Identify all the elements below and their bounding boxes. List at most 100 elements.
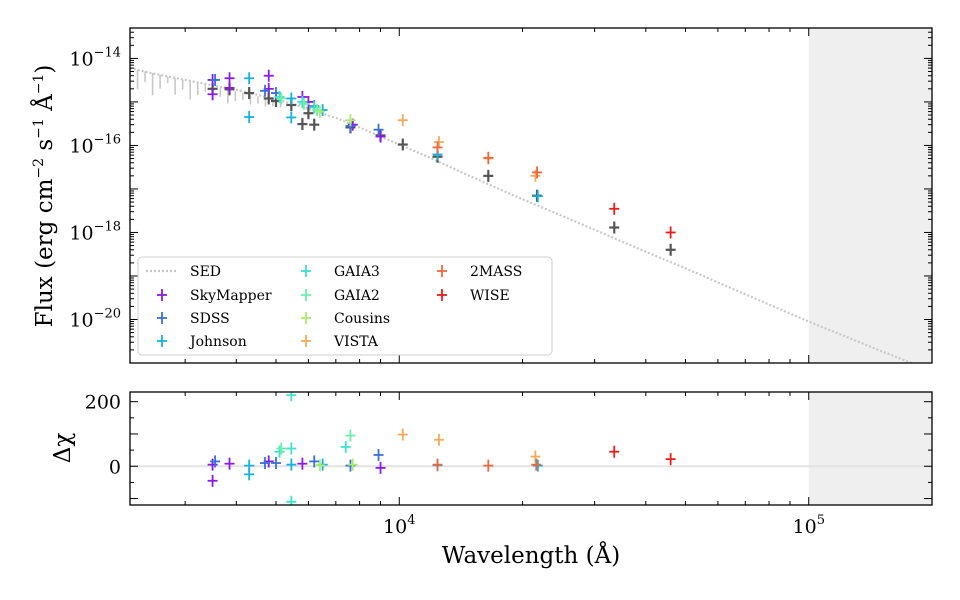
x-tick-label: 104 xyxy=(383,513,415,538)
x-tick-label: 105 xyxy=(793,513,825,538)
residual-point-sdss xyxy=(373,448,384,461)
data-point-cousins xyxy=(314,105,325,118)
residual-point-skymapper xyxy=(207,474,218,487)
residual-panel: 200 0 104 105 Δχ Wavelength (Å) xyxy=(50,391,933,569)
residual-point-wise xyxy=(665,453,676,466)
residual-tick-label: 0 xyxy=(109,456,121,478)
legend-label: GAIA3 xyxy=(334,264,380,280)
flux-axis-title: Flux (erg cm−2 s−1 Å−1) xyxy=(30,65,58,328)
residual-tick-label: 200 xyxy=(85,392,121,414)
legend-item-gaia2: GAIA2 xyxy=(301,288,380,304)
legend-marker-johnson xyxy=(157,335,167,347)
model-point xyxy=(297,118,308,131)
legend-marker-wise xyxy=(437,289,447,301)
residual-point-skymapper xyxy=(224,457,235,470)
residual-point-skymapper xyxy=(375,461,386,474)
legend-label: SkyMapper xyxy=(190,288,272,304)
legend-label: SED xyxy=(190,264,221,280)
residual-axis-ticks: 200 0 104 105 xyxy=(85,392,933,538)
residual-point-sdss xyxy=(345,459,356,472)
data-point-skymapper xyxy=(207,88,218,101)
legend-item-johnson: Johnson xyxy=(157,334,247,350)
residual-point-gaia2 xyxy=(276,442,287,455)
model-point xyxy=(665,243,676,256)
model-point xyxy=(397,138,408,151)
residual-point-2mass xyxy=(483,459,494,472)
legend-marker-2mass xyxy=(437,265,447,277)
data-point-wise xyxy=(665,226,676,239)
residual-point-skymapper xyxy=(207,458,218,471)
residual-point-sdss xyxy=(210,455,221,468)
data-point-sdss xyxy=(373,123,384,136)
residual-point-gaia3 xyxy=(340,440,351,453)
legend-item-vista: VISTA xyxy=(301,334,379,350)
data-point-gaia2 xyxy=(276,92,287,105)
y-tick-label: 10−20 xyxy=(69,306,121,331)
y-tick-label: 10−18 xyxy=(69,219,121,244)
residual-axis-title: Δχ xyxy=(50,433,76,464)
legend-marker-gaia3 xyxy=(301,265,311,277)
y-tick-label: 10−14 xyxy=(69,45,121,70)
legend-label: Johnson xyxy=(188,334,247,350)
data-point-johnson xyxy=(244,72,255,85)
data-point-vista xyxy=(397,114,408,127)
legend-item-gaia3: GAIA3 xyxy=(301,264,380,280)
legend-item-sdss: SDSS xyxy=(157,311,230,327)
model-point xyxy=(609,221,620,234)
residual-points xyxy=(207,392,676,505)
data-point-wise xyxy=(609,202,620,215)
residual-point-gaia3 xyxy=(286,442,297,455)
residual-point-vista xyxy=(397,428,408,441)
residual-point-sdss xyxy=(259,457,270,470)
residual-point-johnson xyxy=(532,459,543,472)
residual-point-johnson xyxy=(244,468,255,481)
model-point xyxy=(303,107,314,120)
photometry-points xyxy=(207,69,676,256)
sed-model-line xyxy=(130,67,915,363)
residual-point-2mass xyxy=(432,458,443,471)
residual-point-skymapper xyxy=(297,457,308,470)
residual-point-johnson xyxy=(286,458,297,471)
legend-label: WISE xyxy=(470,288,510,304)
legend-marker-skymapper xyxy=(157,289,167,301)
residual-axes-frame xyxy=(129,391,933,506)
data-point-johnson xyxy=(244,111,255,124)
legend-label: SDSS xyxy=(190,311,230,327)
y-tick-label: 10−16 xyxy=(69,132,121,157)
data-point-sdss xyxy=(210,73,221,86)
data-point-vista xyxy=(433,135,444,148)
residual-point-sdss xyxy=(270,457,281,470)
legend-label: Cousins xyxy=(334,311,390,327)
excluded-region-top xyxy=(808,28,932,363)
residual-point-gaia2 xyxy=(345,429,356,442)
legend-label: GAIA2 xyxy=(334,288,380,304)
wavelength-axis-title: Wavelength (Å) xyxy=(442,541,620,569)
legend-label: VISTA xyxy=(333,334,379,350)
legend-item-skymapper: SkyMapper xyxy=(157,288,272,304)
residual-point-wise xyxy=(609,445,620,458)
residual-point-cousins xyxy=(347,458,358,471)
flux-panel: 10−14 10−16 10−18 10−20 Flux (erg cm−2 s−1 … xyxy=(30,27,933,364)
chart-legend: SED SkyMapper SDSS Johnson GAIA3 GAIA2 Cousins… xyxy=(137,256,553,356)
residual-point-gaia3 xyxy=(286,495,297,505)
data-point-skymapper xyxy=(375,130,386,143)
data-point-sdss xyxy=(259,84,270,97)
model-point xyxy=(244,87,255,100)
residual-point-cousins xyxy=(314,459,325,472)
data-point-johnson xyxy=(532,190,543,203)
legend-item-2mass: 2MASS xyxy=(437,264,522,280)
data-point-cousins xyxy=(345,114,356,127)
legend-marker-sdss xyxy=(157,312,167,324)
model-point xyxy=(309,118,320,131)
model-point xyxy=(483,169,494,182)
residual-point-2mass xyxy=(531,458,542,471)
legend-marker-vista xyxy=(301,335,311,347)
legend-item-sed: SED xyxy=(146,264,221,280)
data-point-johnson xyxy=(286,111,297,124)
excluded-region-bottom xyxy=(808,392,932,505)
data-point-gaia2 xyxy=(298,97,309,110)
legend-box xyxy=(137,256,553,356)
data-point-skymapper xyxy=(224,81,235,94)
data-point-gaia3 xyxy=(274,90,285,103)
